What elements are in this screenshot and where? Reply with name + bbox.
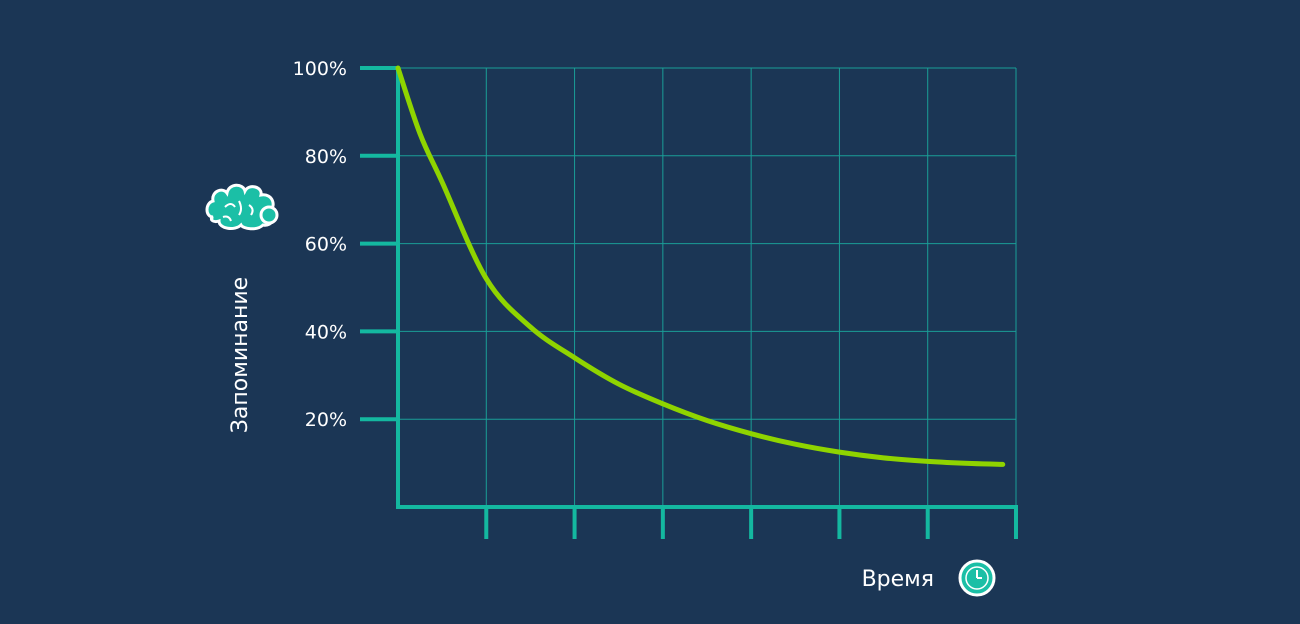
tick-labels: 100% 80% 60% 40% 20% [293, 58, 347, 431]
x-axis-title: Время [862, 567, 934, 592]
brain-icon [205, 183, 279, 231]
y-tick-label: 20% [305, 409, 347, 431]
y-tick-label: 40% [305, 321, 347, 343]
forgetting-curve-line [395, 65, 1006, 467]
axes [360, 66, 1018, 539]
clock-icon [958, 559, 996, 597]
y-axis-title: Запоминание [228, 277, 253, 433]
y-tick-label: 60% [305, 234, 347, 256]
series [395, 65, 1006, 467]
y-tick-label: 80% [305, 146, 347, 168]
y-tick-label: 100% [293, 58, 347, 80]
